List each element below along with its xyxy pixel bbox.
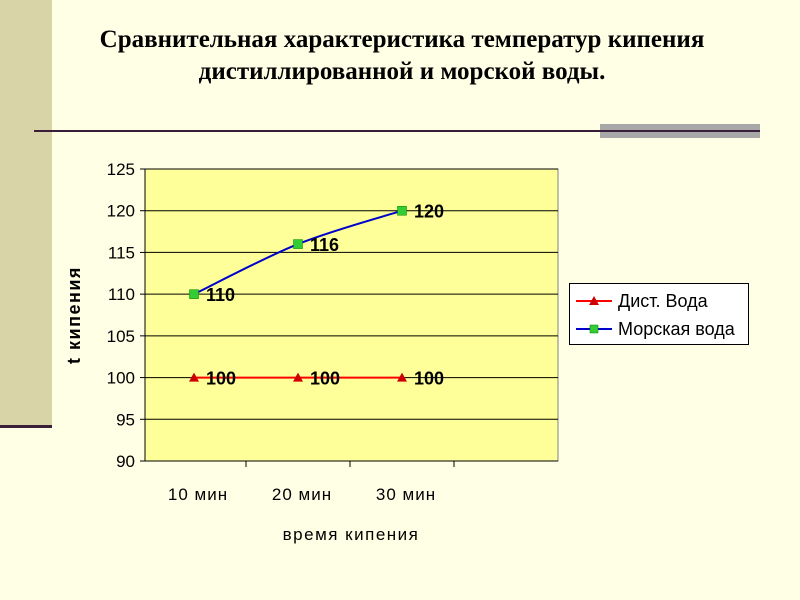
legend-item-dist-water: Дист. Вода bbox=[576, 289, 708, 313]
y-tick-label: 100 bbox=[107, 369, 135, 388]
series-1-point bbox=[397, 205, 407, 216]
series-1-data-label: 120 bbox=[414, 202, 444, 222]
side-decor-strip bbox=[0, 0, 52, 426]
y-tick-label: 95 bbox=[116, 410, 135, 429]
title-divider-line bbox=[34, 130, 600, 132]
chart-legend: Дист. Вода Морская вода bbox=[569, 283, 749, 345]
x-tick-label: 20 мин bbox=[272, 485, 332, 504]
legend-swatch-sea-water bbox=[576, 324, 612, 334]
legend-item-sea-water: Морская вода bbox=[576, 317, 735, 341]
axes: 90 95 100 105 110 115 120 125 10 мин 20 мин 30 мин bbox=[107, 160, 558, 504]
y-tick-label: 120 bbox=[107, 202, 135, 221]
side-decor-line bbox=[0, 425, 52, 428]
series-1-data-label: 110 bbox=[206, 285, 235, 305]
series-0-point bbox=[189, 372, 199, 382]
data-labels: 100 100 100 110 116 120 bbox=[206, 202, 444, 389]
plot-area bbox=[144, 168, 559, 462]
title-divider-block-line bbox=[600, 130, 760, 132]
series-1-point bbox=[293, 239, 303, 249]
legend-label-sea-water: Морская вода bbox=[618, 318, 735, 339]
series-1-point bbox=[189, 289, 199, 299]
series-0-point bbox=[397, 372, 407, 382]
legend-label-dist-water: Дист. Вода bbox=[618, 290, 708, 311]
y-tick-label: 110 bbox=[108, 285, 135, 304]
slide-title: Сравнительная характеристика температур … bbox=[52, 24, 752, 88]
y-axis-title: t кипения bbox=[64, 266, 84, 364]
x-tick-label: 30 мин bbox=[376, 485, 436, 504]
title-line-1: Сравнительная характеристика температур … bbox=[99, 26, 705, 53]
y-tick-label: 115 bbox=[108, 243, 135, 262]
series bbox=[189, 205, 407, 382]
series-0-point bbox=[293, 372, 303, 382]
legend-swatch-dist-water bbox=[576, 296, 612, 305]
series-0-data-label: 100 bbox=[206, 369, 236, 389]
series-0-data-label: 100 bbox=[414, 369, 444, 389]
series-1-data-label: 116 bbox=[310, 235, 339, 255]
title-line-2: дистиллированной и морской воды. bbox=[198, 58, 606, 85]
y-tick-label: 125 bbox=[107, 160, 135, 179]
y-tick-label: 90 bbox=[116, 452, 135, 471]
x-axis-title: время кипения bbox=[283, 525, 420, 544]
x-tick-label: 10 мин bbox=[168, 485, 228, 504]
series-0-data-label: 100 bbox=[310, 369, 340, 389]
y-tick-label: 105 bbox=[107, 327, 135, 346]
